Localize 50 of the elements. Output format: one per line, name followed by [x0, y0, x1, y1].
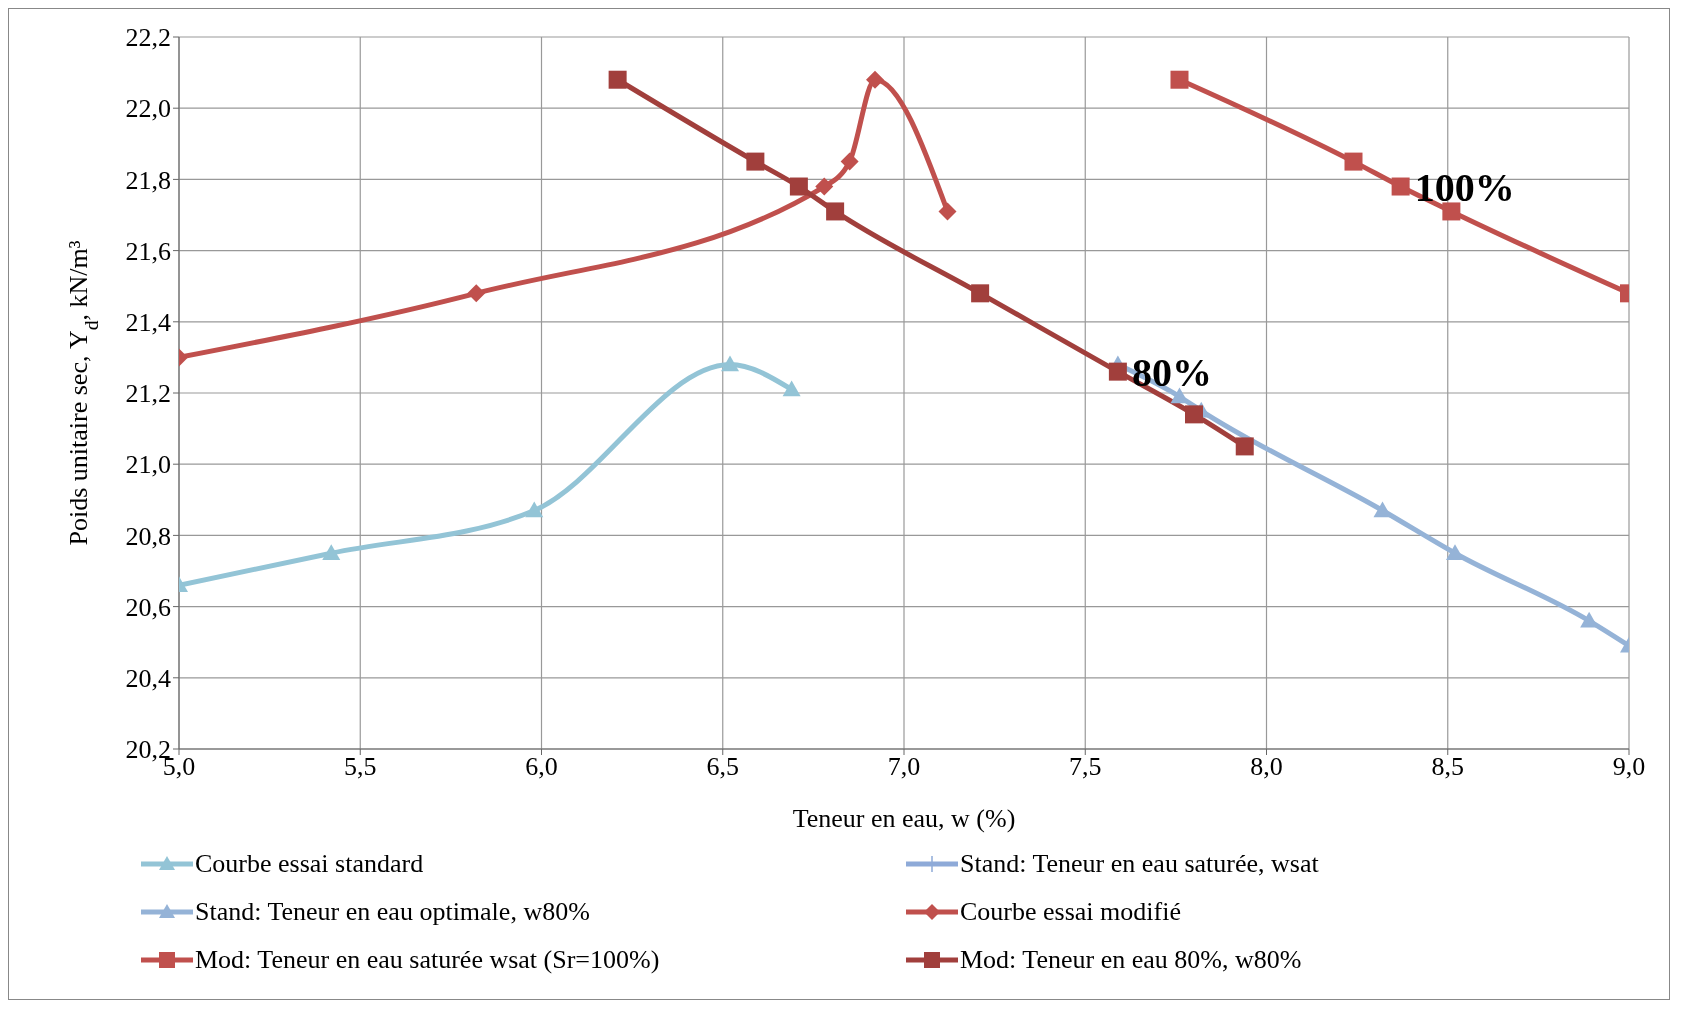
point [1344, 152, 1363, 171]
legend-label: Stand: Teneur en eau optimale, w80% [195, 897, 590, 927]
annotation: 80% [1131, 349, 1212, 395]
point [1373, 501, 1392, 518]
point [789, 177, 808, 196]
point [1446, 544, 1464, 560]
y-tick-label: 21,6 [125, 236, 171, 266]
point [746, 152, 765, 171]
point [938, 202, 957, 221]
x-tick-label: 8,5 [1431, 752, 1464, 782]
point [971, 284, 990, 303]
x-tick-label: 7,5 [1069, 752, 1102, 782]
legend-label: Courbe essai standard [195, 849, 424, 879]
y-tick-label: 22,2 [125, 23, 171, 53]
point [322, 544, 341, 560]
legend-label: Courbe essai modifié [960, 897, 1181, 927]
x-axis-title: Teneur en eau, w (%) [792, 804, 1016, 833]
legend-label: Mod: Teneur en eau 80%, w80% [960, 945, 1302, 975]
y-tick-label: 21,2 [125, 379, 171, 409]
point [1170, 70, 1189, 89]
y-tick-label: 20,8 [125, 521, 171, 551]
x-tick-label: 9,0 [1612, 752, 1646, 782]
x-tick-label: 5,5 [344, 752, 377, 782]
point [1235, 437, 1254, 456]
y-tick-label: 21,8 [125, 165, 171, 195]
x-tick-label: 6,5 [706, 752, 739, 782]
point [1185, 405, 1203, 424]
point [782, 380, 801, 397]
annotation: 100% [1414, 164, 1515, 210]
point [608, 70, 627, 89]
point [1442, 202, 1461, 221]
point [721, 355, 739, 372]
point [815, 177, 834, 196]
y-tick-label: 21,4 [125, 308, 171, 338]
point [1108, 362, 1127, 381]
y-tick-label: 22,0 [125, 94, 171, 124]
legend-label: Stand: Teneur en eau saturée, wsat [960, 849, 1319, 879]
x-tick-label: 8,0 [1250, 752, 1283, 782]
point [1391, 177, 1410, 196]
point [467, 284, 486, 303]
y-tick-label: 20,6 [125, 592, 171, 622]
y-tick-label: 20,4 [125, 664, 171, 694]
x-tick-label: 6,0 [525, 752, 558, 782]
point [826, 202, 845, 221]
legend-label: Mod: Teneur en eau saturée wsat (Sr=100%) [195, 945, 660, 975]
point [840, 152, 859, 171]
x-tick-label: 7,0 [887, 752, 921, 782]
point [866, 70, 884, 89]
y-tick-label: 21,0 [125, 450, 171, 480]
point [525, 501, 544, 518]
